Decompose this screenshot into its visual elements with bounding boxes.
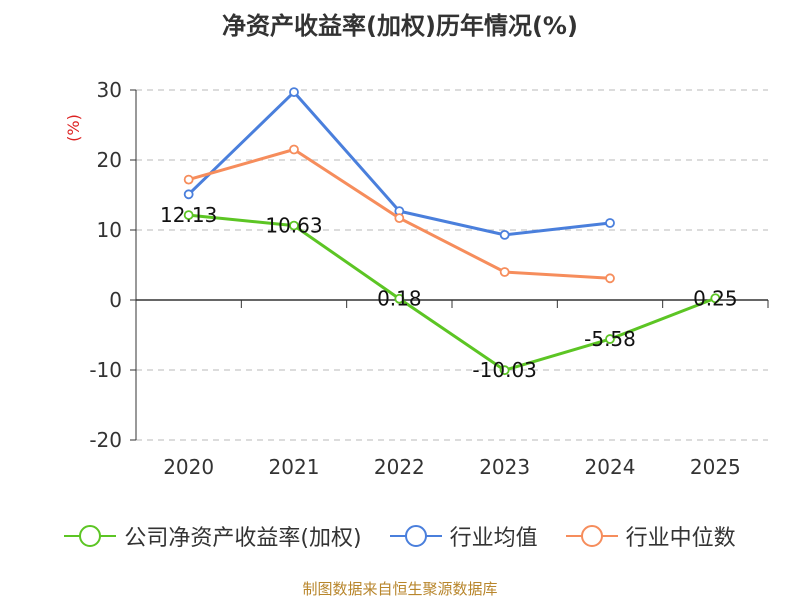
x-tick-label-2025: 2025 [690, 455, 741, 479]
chart-title: 净资产收益率(加权)历年情况(%) [222, 12, 578, 40]
grid-layer [136, 89, 768, 441]
legend-label-industry-mean: 行业均值 [449, 526, 538, 551]
data-point-s2-2022 [394, 213, 405, 224]
data-point-s0-2021 [289, 220, 299, 231]
y-tick-label-0: 0 [109, 288, 122, 312]
source-note: 制图数据来自恒生聚源数据库 [302, 580, 498, 598]
data-label-2024: -5.58 [584, 327, 636, 351]
data-point-s1-2021 [289, 87, 299, 97]
data-point-s1-2024 [605, 218, 615, 228]
data-label-2021: 10.63 [265, 214, 322, 238]
data-label-2025: 0.25 [693, 286, 738, 310]
y-tick-label-30: 30 [97, 78, 122, 102]
data-point-s2-2020 [183, 174, 194, 185]
y-tick-label-10: 10 [97, 218, 122, 242]
y-tick-label--10: -10 [89, 358, 122, 382]
y-tick-label--20: -20 [89, 428, 122, 452]
label-layer: 12.13 10.63 0.18 -10.03 -5.58 0.25 [160, 203, 738, 382]
legend-marker-industry-median [565, 524, 618, 548]
x-tick-label-2021: 2021 [269, 455, 320, 479]
data-point-s2-2023 [499, 267, 510, 277]
data-label-2022: 0.18 [377, 287, 422, 311]
legend-label-company: 公司净资产收益率(加权) [124, 526, 362, 551]
data-point-s1-2023 [499, 229, 510, 240]
legend-circle-industry-mean [404, 525, 427, 547]
y-tick-label-20: 20 [97, 148, 122, 172]
series-line-0 [188, 213, 716, 372]
data-label-2020: 12.13 [160, 203, 217, 227]
data-point-s1-2020 [183, 189, 194, 200]
data-point-s0-2022 [394, 293, 405, 304]
x-tick-label-2022: 2022 [374, 455, 425, 479]
y-axis-label: (%) [64, 114, 83, 142]
legend-circle-company [79, 525, 102, 547]
x-tick-label-2024: 2024 [585, 455, 636, 479]
legend-item-industry-mean[interactable]: 行业均值 [389, 520, 538, 552]
data-point-s0-2025 [710, 293, 721, 304]
legend-circle-industry-median [580, 525, 603, 547]
legend-marker-company [64, 524, 117, 548]
data-point-s2-2024 [605, 273, 615, 284]
data-label-2023: -10.03 [472, 358, 536, 382]
legend-item-company[interactable]: 公司净资产收益率(加权) [64, 520, 362, 552]
legend: 公司净资产收益率(加权) 行业均值 行业中位数 [0, 518, 800, 554]
data-point-s0-2020 [183, 210, 194, 220]
data-point-s0-2023 [499, 365, 510, 376]
series-layer [183, 87, 721, 376]
data-point-s0-2024 [605, 334, 615, 344]
legend-item-industry-median[interactable]: 行业中位数 [565, 520, 736, 552]
x-tick-label-2023: 2023 [479, 455, 530, 479]
x-tick-label-2020: 2020 [163, 455, 214, 479]
legend-label-industry-median: 行业中位数 [625, 526, 736, 551]
legend-marker-industry-mean [389, 524, 442, 548]
axis-layer: (%) 30 20 10 0 -10 -20 2020 2021 2022 2023 2024 2025 [64, 78, 769, 479]
data-point-s2-2021 [289, 144, 299, 155]
